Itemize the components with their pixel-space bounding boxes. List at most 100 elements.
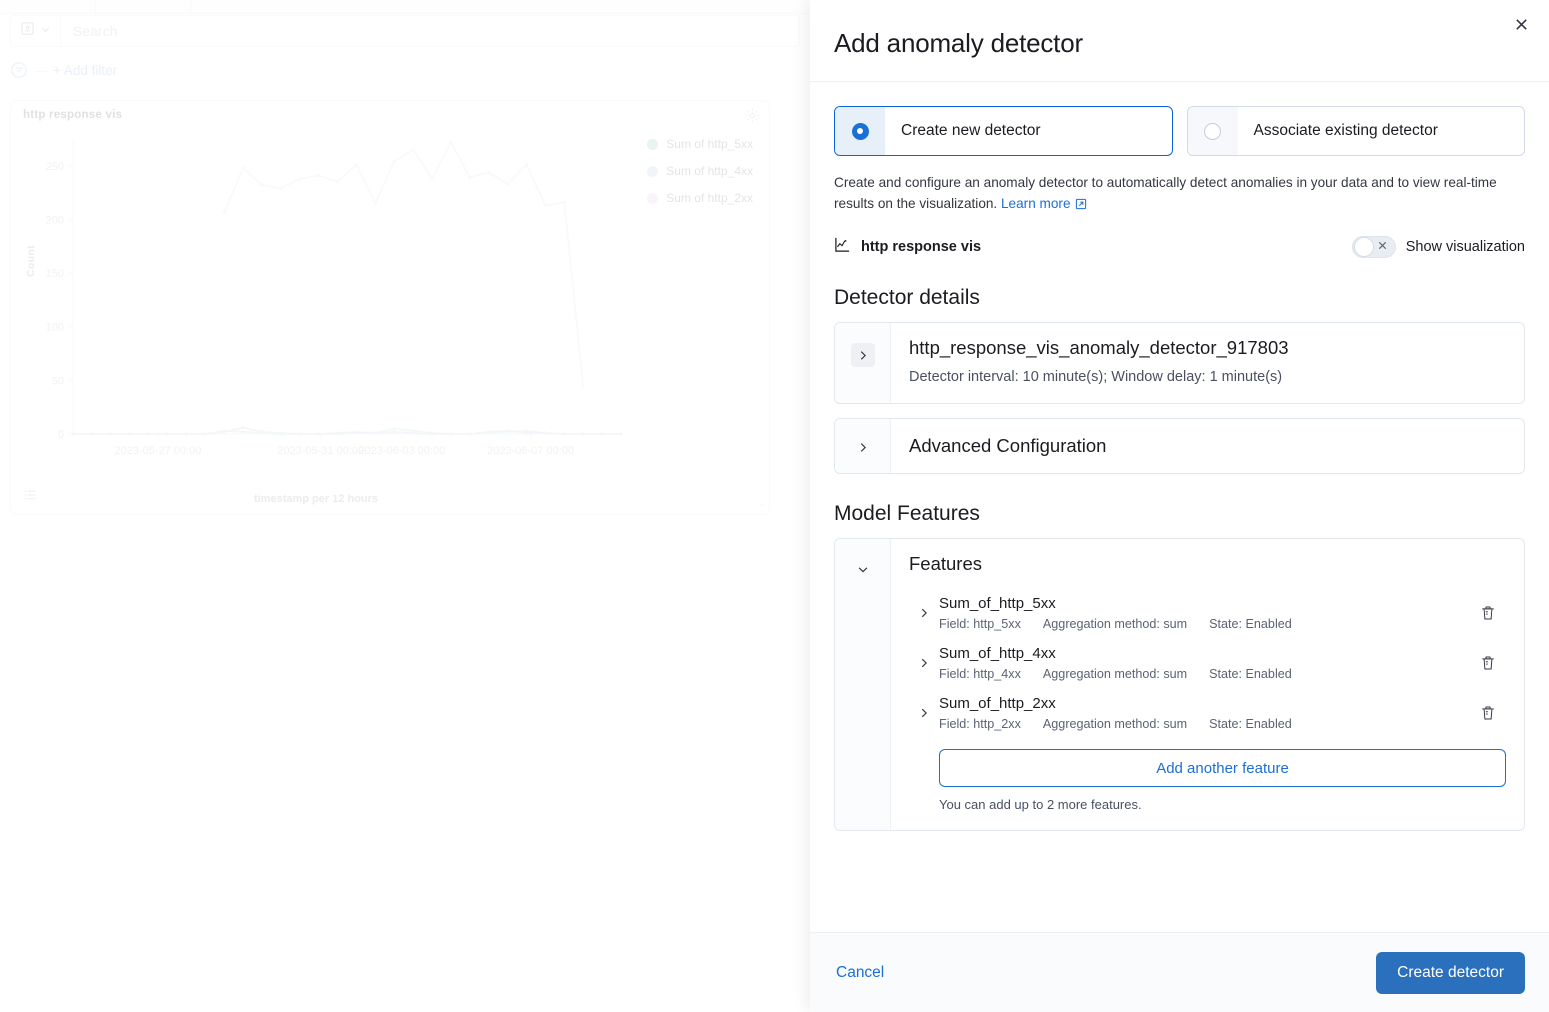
y-axis-title: Count	[25, 245, 37, 277]
legend-item[interactable]: Sum of http_5xx	[647, 137, 753, 151]
gear-icon[interactable]	[744, 107, 761, 129]
chevron-right-icon[interactable]	[850, 343, 875, 368]
feature-state: State: Enabled	[1209, 717, 1292, 732]
save-floppy-icon	[20, 21, 35, 41]
svg-text:250: 250	[46, 161, 64, 173]
model-features-heading: Model Features	[834, 502, 980, 526]
accordion-content: http_response_vis_anomaly_detector_91780…	[891, 323, 1524, 403]
feature-field: Field: http_2xx	[939, 717, 1021, 732]
svg-text:2023-06-03 00:00: 2023-06-03 00:00	[358, 445, 445, 457]
feature-name: Sum_of_http_2xx	[939, 695, 1056, 713]
feature-field: Field: http_4xx	[939, 667, 1021, 682]
feature-aggregation: Aggregation method: sum	[1042, 717, 1188, 732]
filter-bar: — + Add filter	[10, 56, 800, 84]
legend-item[interactable]: Sum of http_2xx	[647, 191, 753, 205]
add-feature-note: You can add up to 2 more features.	[939, 797, 1142, 813]
advanced-configuration-accordion[interactable]: Advanced Configuration	[834, 418, 1525, 475]
help-text-body: Create and configure an anomaly detector…	[834, 175, 1497, 212]
chevron-right-icon[interactable]	[851, 435, 875, 459]
visualization-toggle-row: http response vis Show visualization	[834, 236, 1525, 259]
search-input[interactable]: Search	[73, 23, 118, 39]
svg-text:2023-05-27 00:00: 2023-05-27 00:00	[115, 445, 202, 457]
feature-meta: Field: http_5xx Aggregation method: sum …	[939, 617, 1474, 631]
filter-circle-icon[interactable]	[10, 61, 28, 79]
panel-title: http response vis	[23, 109, 123, 121]
cancel-button[interactable]: Cancel	[834, 958, 886, 988]
trash-icon[interactable]	[1474, 599, 1502, 627]
flyout-header: Add anomaly detector	[810, 0, 1549, 82]
line-chart-icon	[834, 236, 851, 258]
radio-slot	[1187, 107, 1238, 155]
legend-swatch-2xx	[647, 192, 659, 204]
feature-row: Sum_of_http_2xx Field: http_2xx Aggregat…	[909, 689, 1506, 739]
feature-aggregation: Aggregation method: sum	[1042, 617, 1188, 632]
learn-more-link[interactable]: Learn more	[1001, 196, 1071, 212]
feature-name: Sum_of_http_5xx	[939, 595, 1056, 613]
help-text: Create and configure an anomaly detector…	[834, 172, 1524, 216]
features-title: Features	[909, 553, 983, 575]
detector-name: http_response_vis_anomaly_detector_91780…	[909, 337, 1289, 359]
add-another-feature-button[interactable]: Add another feature	[939, 749, 1506, 788]
svg-text:100: 100	[46, 322, 64, 334]
radio-icon-unselected	[1204, 122, 1221, 140]
search-bar[interactable]: Search	[10, 15, 800, 47]
page-title: Add anomaly detector	[834, 28, 1083, 58]
resize-handle[interactable]: ⌐	[759, 500, 765, 511]
chevron-down-icon	[40, 22, 51, 40]
x-axis-title: timestamp per 12 hours	[253, 493, 379, 505]
chart-area: Count 0 50 100 150 200 250 2023-05-27 00:00 202…	[11, 127, 771, 507]
external-link-icon	[1075, 195, 1087, 216]
show-visualization-toggle[interactable]	[1351, 236, 1396, 259]
browser-tabstrip	[0, 0, 810, 14]
accordion-gutter	[835, 419, 891, 474]
legend-label: Sum of http_2xx	[666, 191, 753, 205]
saved-query-button[interactable]	[11, 16, 61, 46]
app-background: Search — + Add filter http response vis …	[0, 0, 810, 515]
radio-create-new-detector[interactable]: Create new detector	[834, 106, 1173, 156]
close-icon[interactable]	[1507, 10, 1535, 38]
feature-list: Sum_of_http_5xx Field: http_5xx Aggregat…	[909, 589, 1506, 739]
legend-item[interactable]: Sum of http_4xx	[647, 164, 753, 178]
radio-label: Associate existing detector	[1253, 122, 1438, 139]
flyout-body: Create new detector Associate existing d…	[810, 82, 1549, 932]
detector-details-heading: Detector details	[834, 286, 980, 310]
list-view-icon[interactable]	[21, 486, 39, 509]
legend-label: Sum of http_5xx	[666, 137, 753, 151]
trash-icon[interactable]	[1474, 649, 1502, 677]
accordion-content: Advanced Configuration	[891, 419, 1524, 473]
feature-row: Sum_of_http_4xx Field: http_4xx Aggregat…	[909, 639, 1506, 689]
filter-divider: —	[34, 62, 47, 78]
radio-associate-existing-detector[interactable]: Associate existing detector	[1186, 106, 1525, 156]
svg-text:2023-06-07 00:00: 2023-06-07 00:00	[487, 445, 574, 457]
feature-aggregation: Aggregation method: sum	[1042, 667, 1188, 682]
svg-text:200: 200	[46, 214, 64, 226]
trash-icon[interactable]	[1474, 699, 1502, 727]
detector-details-accordion: http_response_vis_anomaly_detector_91780…	[834, 322, 1525, 405]
chevron-right-icon[interactable]	[909, 607, 939, 619]
chevron-down-icon[interactable]	[851, 557, 875, 581]
feature-field: Field: http_5xx	[939, 617, 1021, 632]
create-detector-button[interactable]: Create detector	[1376, 951, 1525, 994]
visualization-name: http response vis	[861, 239, 982, 256]
feature-main: Sum_of_http_4xx Field: http_4xx Aggregat…	[939, 645, 1474, 681]
feature-row: Sum_of_http_5xx Field: http_5xx Aggregat…	[909, 589, 1506, 639]
feature-meta: Field: http_2xx Aggregation method: sum …	[939, 717, 1474, 731]
feature-main: Sum_of_http_2xx Field: http_2xx Aggregat…	[939, 695, 1474, 731]
svg-text:0: 0	[58, 429, 64, 441]
radio-slot	[835, 107, 885, 155]
tabstrip-divider	[95, 0, 96, 14]
show-visualization-label: Show visualization	[1405, 239, 1525, 256]
legend-swatch-4xx	[647, 165, 659, 177]
add-anomaly-detector-flyout: Add anomaly detector Create new detector	[810, 0, 1549, 1012]
visualization-panel: http response vis Count 0 50 100 150 200 250 2…	[10, 100, 770, 515]
detector-interval-summary: Detector interval: 10 minute(s); Window …	[909, 369, 1283, 386]
radio-icon-selected	[851, 122, 869, 140]
chevron-right-icon[interactable]	[909, 707, 939, 719]
svg-text:2023-05-31 00:00: 2023-05-31 00:00	[277, 445, 364, 457]
feature-meta: Field: http_4xx Aggregation method: sum …	[939, 667, 1474, 681]
chevron-right-icon[interactable]	[909, 657, 939, 669]
feature-name: Sum_of_http_4xx	[939, 645, 1056, 663]
add-filter-button[interactable]: + Add filter	[53, 62, 118, 78]
flyout-footer: Cancel Create detector	[810, 932, 1549, 1012]
features-accordion: Features Sum_of_http_5xx Field: http_5xx…	[834, 538, 1525, 832]
